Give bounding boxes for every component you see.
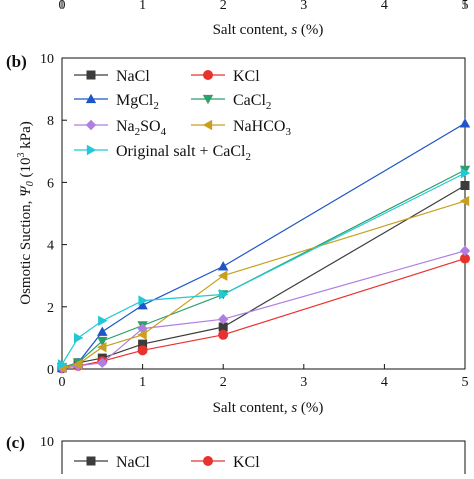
legend-item-nahco3: NaHCO3 (191, 118, 291, 138)
legend-item-original-salt-cacl2-label: Original salt + CaCl2 (116, 143, 251, 163)
legend-item-nahco3-marker (202, 119, 213, 131)
data-point-na2so4-2 (97, 357, 108, 368)
panel-c-legend-item-kcl: KCl (191, 454, 260, 471)
legend-item-mgcl2-marker (85, 93, 97, 104)
legend-item-original-salt-cacl2-marker (86, 144, 97, 156)
panel-c-legend-item-kcl-label: KCl (233, 454, 260, 471)
data-point-kcl-4 (218, 329, 229, 340)
data-point-original-salt-cacl2-2 (98, 315, 108, 326)
series-nahco3 (56, 195, 470, 373)
x-tick-label-3: 3 (300, 375, 307, 390)
x-tick-label-1: 1 (139, 375, 146, 390)
data-point-original-salt-cacl2-1 (73, 332, 84, 344)
panel-a-xlabel: Salt content, s (%) (213, 22, 324, 38)
data-point-nacl-5 (460, 181, 470, 191)
x-tick-label-5: 5 (462, 375, 469, 390)
y-tick-label-0: 0 (47, 363, 54, 378)
legend-item-na2so4-label: Na2SO4 (116, 118, 167, 138)
data-point-mgcl2-4 (218, 261, 229, 271)
legend-item-original-salt-cacl2: Original salt + CaCl2 (74, 143, 251, 163)
data-point-mgcl2-2 (97, 326, 108, 336)
y-tick-label-4: 4 (47, 239, 54, 254)
panel-b-plot-frame (61, 57, 466, 370)
panel-b: (b) 0 1 2 3 4 5 0 2 4 6 8 10 Osmotic Suction, Ψ0 (1… (6, 52, 471, 416)
panel-b-axes: 0 1 2 3 4 5 0 2 4 6 8 10 (40, 52, 469, 390)
legend-item-na2so4: Na2SO4 (74, 118, 167, 138)
data-point-nahco3-2 (97, 342, 107, 353)
legend-item-nacl-marker (86, 70, 96, 80)
data-point-na2so4-5 (459, 245, 471, 257)
series-line-cacl2 (61, 169, 466, 368)
data-point-mgcl2-3 (137, 300, 148, 310)
legend-item-cacl2-marker (202, 94, 214, 105)
legend-item-nacl: NaCl (74, 68, 150, 85)
y-tick-label-8: 8 (47, 114, 54, 129)
legend-item-mgcl2: MgCl2 (74, 92, 159, 112)
panel-c-ytick-10: 10 (40, 435, 54, 450)
data-point-original-salt-cacl2-0 (57, 359, 68, 370)
panel-c-label: (c) (6, 433, 25, 452)
series-original-salt-cacl2 (57, 167, 471, 370)
series-line-mgcl2 (61, 122, 466, 369)
series-kcl (57, 253, 470, 374)
panel-a-xtick-0: 0 (59, 0, 66, 13)
data-point-nahco3-5 (459, 195, 470, 207)
data-point-mgcl2-5 (459, 118, 471, 128)
series-na2so4 (56, 245, 471, 374)
panel-c-plot-frame (61, 440, 466, 474)
panel-b-xlabel: Salt content, s (%) (213, 400, 324, 416)
legend-item-kcl-label: KCl (233, 68, 260, 85)
panel-b-series-layer (56, 118, 471, 374)
series-line-original-salt-cacl2 (61, 172, 466, 365)
panel-b-legend: NaCl KCl MgCl2 CaCl2 Na2SO4 NaHCO3 Original sa… (74, 68, 291, 163)
panel-c-legend-item-nacl-label: NaCl (116, 454, 150, 471)
x-tick-label-0: 0 (59, 375, 66, 390)
data-point-kcl-3 (137, 345, 148, 356)
panel-c-legend-item-nacl-marker (86, 456, 96, 466)
legend-item-mgcl2-label: MgCl2 (116, 92, 159, 112)
data-point-original-salt-cacl2-4 (219, 289, 229, 300)
series-line-nacl (61, 184, 466, 368)
data-point-nacl-3 (138, 339, 148, 349)
data-point-na2so4-4 (218, 314, 229, 325)
legend-item-nacl-label: NaCl (116, 68, 150, 85)
data-point-nahco3-3 (137, 329, 147, 340)
data-point-original-salt-cacl2-5 (460, 167, 471, 179)
x-tick-label-2: 2 (220, 375, 227, 390)
panel-a-xtick-3: 3 (300, 0, 307, 13)
y-tick-label-10: 10 (40, 52, 54, 67)
y-tick-label-6: 6 (47, 176, 54, 191)
panel-c-legend-item-kcl-marker (203, 456, 213, 466)
panel-a-xtick-1: 1 (139, 0, 146, 13)
panel-b-ylabel: Osmotic Suction, Ψ0 (103 kPa) (16, 121, 36, 304)
data-point-nacl-4 (218, 322, 228, 332)
panel-b-label: (b) (6, 52, 27, 71)
panel-c-legend-item-nacl: NaCl (74, 454, 150, 471)
legend-item-kcl-marker (203, 70, 213, 80)
data-point-original-salt-cacl2-3 (138, 295, 148, 306)
panel-c-legend: NaCl KCl (74, 454, 260, 471)
x-tick-label-4: 4 (381, 375, 388, 390)
series-line-kcl (61, 258, 466, 369)
data-point-nahco3-1 (72, 359, 83, 370)
data-point-nahco3-4 (218, 270, 228, 281)
legend-item-na2so4-marker (85, 119, 97, 131)
panel-a-xtick-4: 4 (381, 0, 388, 13)
legend-item-nahco3-label: NaHCO3 (233, 118, 291, 138)
panel-c-top-strip: (c) 10 NaCl KCl (6, 433, 466, 474)
panel-a-xtick-5: 5 (462, 0, 469, 13)
y-tick-label-2: 2 (47, 301, 54, 316)
data-point-cacl2-2 (97, 336, 108, 347)
legend-item-cacl2-label: CaCl2 (233, 92, 271, 112)
panel-a-xtick-2: 2 (220, 0, 227, 13)
legend-item-kcl: KCl (191, 68, 260, 85)
series-line-nahco3 (61, 200, 466, 369)
legend-item-cacl2: CaCl2 (191, 92, 271, 112)
data-point-kcl-5 (460, 253, 470, 264)
panel-a-bottom-strip: 0 1 2 3 4 5 Salt content, s (%) (59, 0, 469, 38)
